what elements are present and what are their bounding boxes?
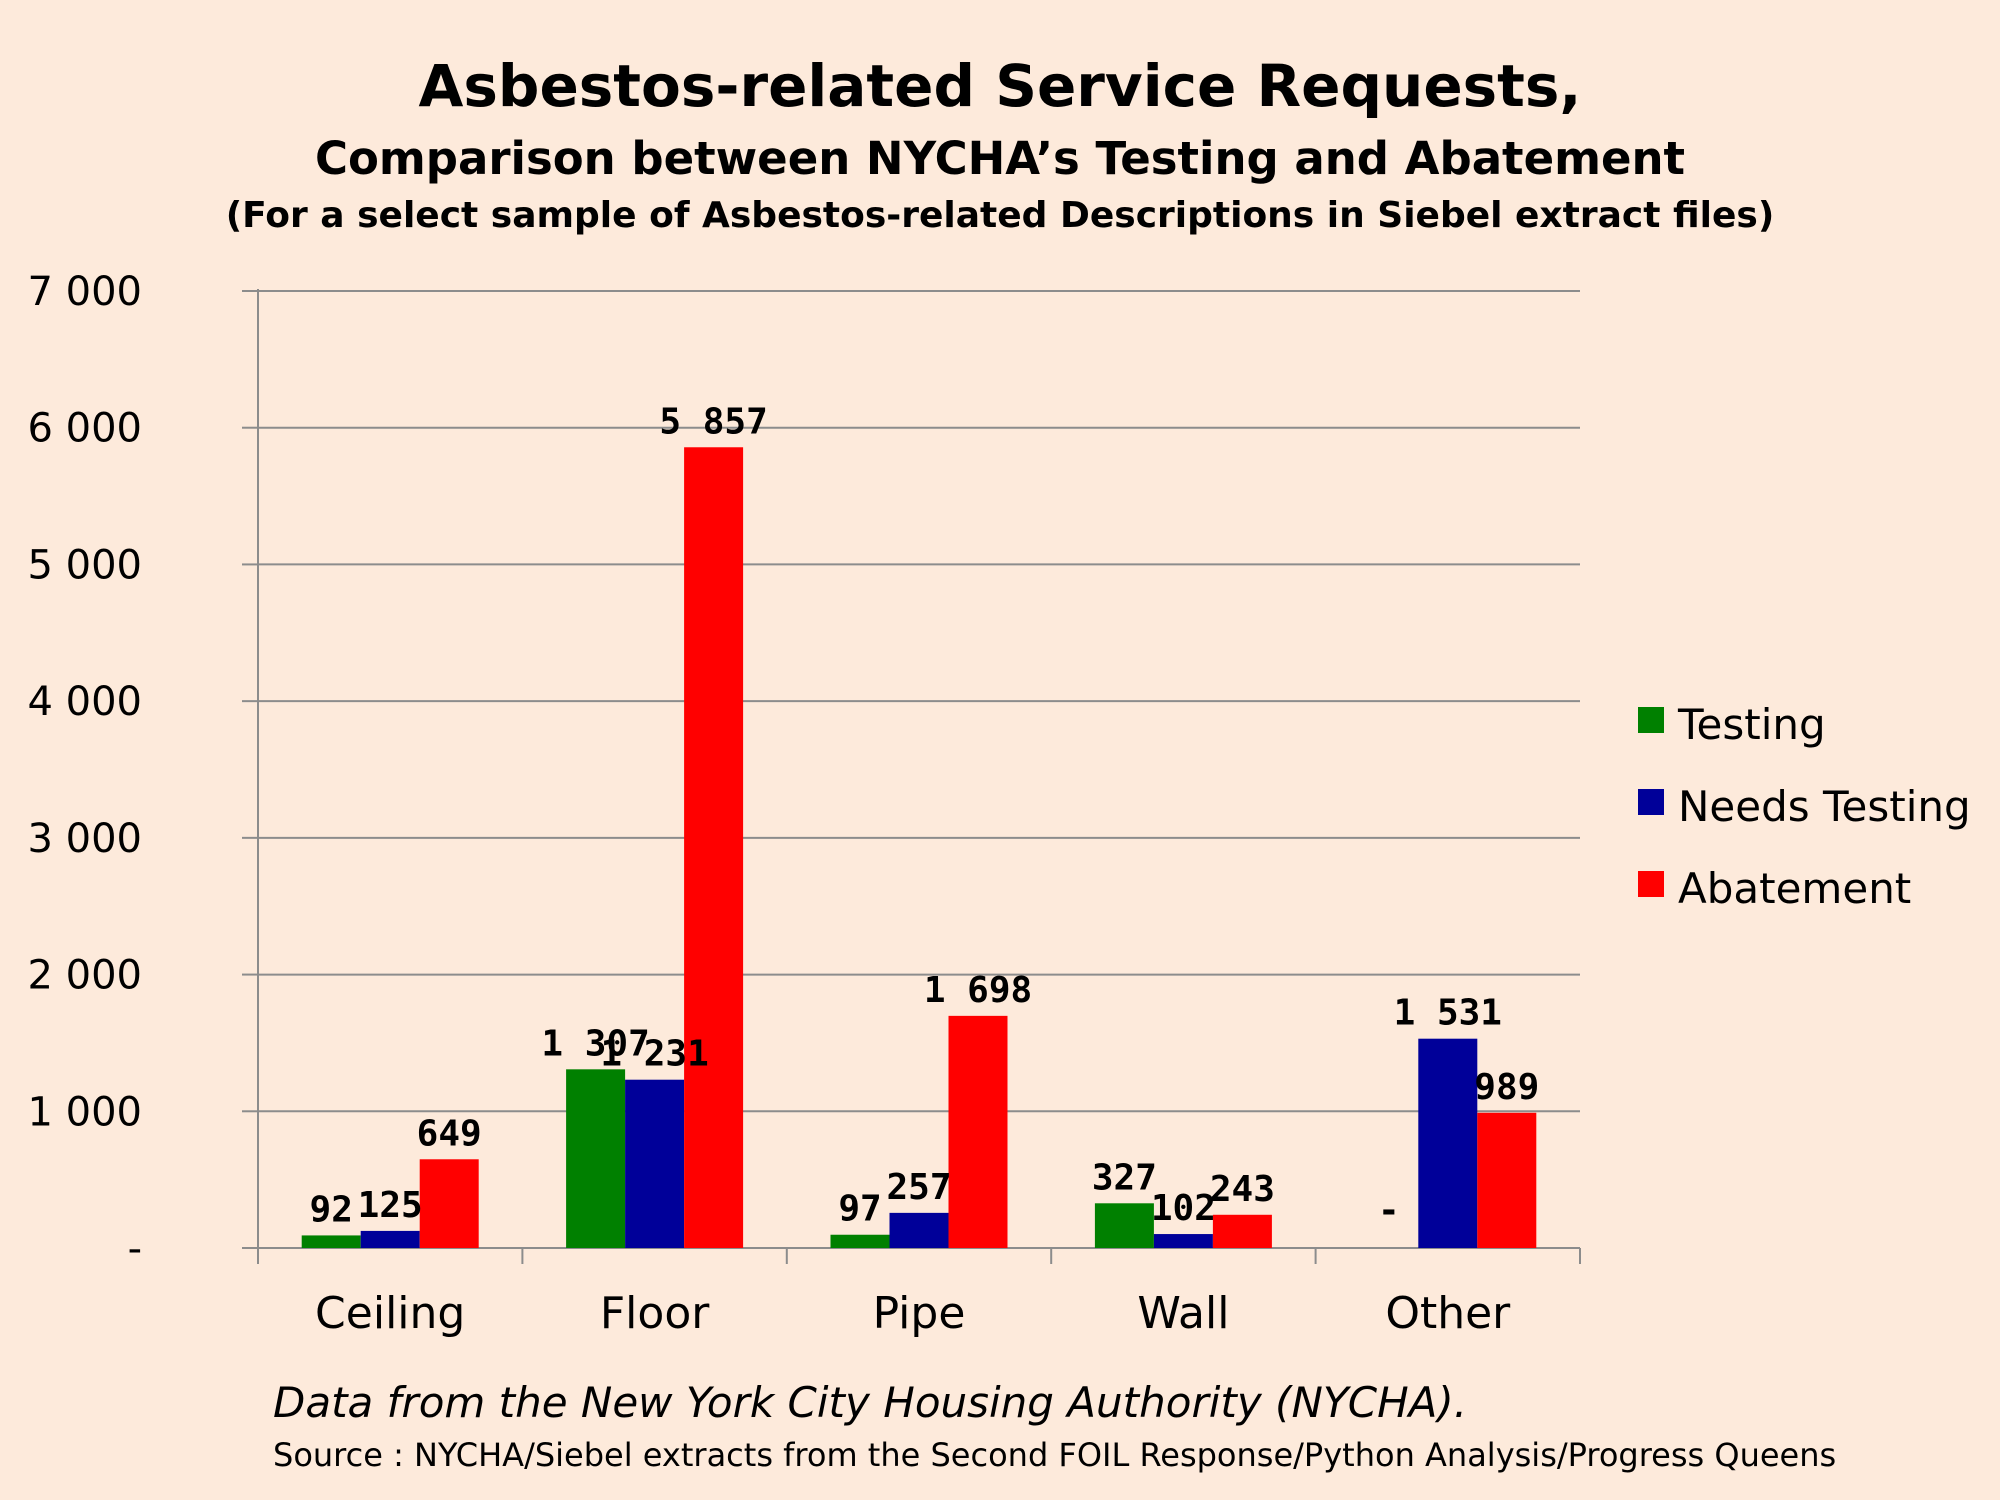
bar-needs-testing: [1153, 1234, 1213, 1248]
bar-abatement: [1212, 1214, 1272, 1248]
bar-value-label: 92: [310, 1189, 353, 1230]
bar-value-label: 989: [1474, 1067, 1539, 1108]
x-category-label: Pipe: [873, 1288, 966, 1339]
bar-value-label: 327: [1092, 1157, 1157, 1198]
bar-abatement: [1477, 1112, 1537, 1248]
bar-testing: [830, 1234, 890, 1248]
legend-swatch: [1638, 707, 1664, 733]
chart-title: Asbestos-related Service Requests,: [418, 52, 1582, 120]
bar-value-label: 5 857: [659, 401, 767, 442]
bar-needs-testing: [625, 1079, 685, 1248]
bar-value-label: 97: [838, 1189, 881, 1230]
bar-abatement: [948, 1015, 1008, 1248]
x-category-label: Ceiling: [315, 1288, 465, 1339]
bar-value-label: 125: [358, 1185, 423, 1226]
bar-needs-testing: [1418, 1038, 1478, 1248]
grid-lines: [258, 290, 1580, 1113]
bar-testing: [566, 1069, 626, 1248]
footnote-data-credit: Data from the New York City Housing Auth…: [273, 1378, 1468, 1427]
legend-label: Needs Testing: [1678, 782, 1971, 831]
legend-label: Abatement: [1678, 864, 1911, 913]
y-tick-label: -: [128, 1226, 142, 1272]
x-category-label: Wall: [1137, 1288, 1229, 1339]
bar-value-label: 1 231: [600, 1034, 708, 1075]
bar-abatement: [684, 447, 744, 1249]
bar-needs-testing: [889, 1212, 949, 1248]
bar-value-label: 243: [1210, 1169, 1275, 1210]
bar-value-label: 1 698: [924, 970, 1032, 1011]
y-tick-label: 5 000: [27, 542, 142, 588]
legend-label: Testing: [1677, 700, 1826, 749]
bar-value-label: -: [1378, 1190, 1400, 1231]
bar-value-label: 1 307: [541, 1023, 649, 1064]
x-category-label: Floor: [600, 1288, 710, 1339]
bar-needs-testing: [360, 1230, 420, 1248]
legend: Testing Needs Testing Abatement: [1638, 700, 1971, 913]
bar-value-label: 102: [1151, 1188, 1216, 1229]
legend-swatch: [1638, 871, 1664, 897]
x-category-label: Other: [1385, 1288, 1511, 1339]
y-tick-label: 3 000: [27, 816, 142, 862]
y-tick-label: 7 000: [27, 269, 142, 315]
bar-abatement: [419, 1159, 479, 1248]
y-tick-label: 6 000: [27, 406, 142, 452]
chart-subtitle: Comparison between NYCHA’s Testing and A…: [314, 132, 1686, 185]
bar-value-label: 649: [417, 1113, 482, 1154]
y-tick-label: 4 000: [27, 679, 142, 725]
bar-value-label: 1 531: [1394, 993, 1502, 1034]
y-tick-label: 2 000: [27, 953, 142, 999]
footnote-source: Source : NYCHA/Siebel extracts from the …: [273, 1436, 1837, 1474]
bar-testing: [301, 1235, 361, 1248]
bar-value-label: 257: [886, 1167, 951, 1208]
bars: [301, 447, 1537, 1249]
axes: - 1 000 2 000 3 000 4 000 5 000 6 000 7 000 Ceil…: [27, 269, 1581, 1339]
chart-subtitle-note: (For a select sample of Asbestos-related…: [225, 195, 1775, 236]
legend-swatch: [1638, 789, 1664, 815]
bar-testing: [1094, 1203, 1154, 1248]
y-tick-label: 1 000: [27, 1089, 142, 1135]
